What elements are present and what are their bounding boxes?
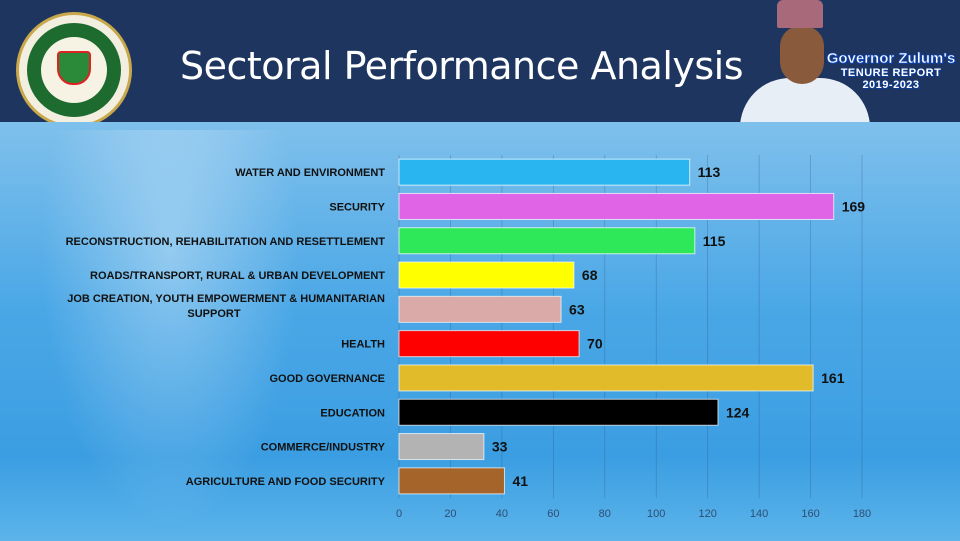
x-tick-label: 180 [853, 508, 871, 520]
data-label: 169 [842, 198, 866, 214]
x-tick-label: 100 [647, 508, 665, 520]
governor-portrait [735, 0, 875, 122]
category-label: AGRICULTURE AND FOOD SECURITY [186, 476, 386, 488]
category-label: RECONSTRUCTION, REHABILITATION AND RESET… [66, 236, 386, 248]
category-label: SECURITY [329, 201, 385, 213]
tenure-report-badge: Governor Zulum's TENURE REPORT 2019-2023 [826, 50, 956, 91]
x-tick-label: 40 [496, 508, 508, 520]
report-line1: Governor Zulum's [826, 50, 956, 68]
category-label: SUPPORT [187, 308, 240, 320]
data-label: 63 [569, 301, 585, 317]
category-label: JOB CREATION, YOUTH EMPOWERMENT & HUMANI… [67, 293, 385, 305]
data-label: 70 [587, 336, 603, 352]
report-line2: TENURE REPORT [840, 67, 942, 79]
data-label: 33 [492, 439, 508, 455]
category-label: EDUCATION [320, 407, 385, 419]
x-tick-label: 160 [801, 508, 819, 520]
bar [398, 192, 835, 220]
borno-state-seal-logo [16, 12, 132, 128]
category-label: GOOD GOVERNANCE [269, 373, 385, 385]
background-portrait-watermark [40, 130, 300, 530]
x-tick-label: 80 [599, 508, 611, 520]
data-label: 124 [726, 404, 750, 420]
x-tick-label: 120 [698, 508, 716, 520]
bar [398, 330, 580, 358]
bar [398, 364, 814, 392]
x-tick-label: 140 [750, 508, 768, 520]
page-title: Sectoral Performance Analysis [180, 44, 744, 88]
x-tick-label: 0 [396, 508, 402, 520]
data-label: 161 [821, 370, 845, 386]
bar [398, 467, 505, 495]
bar [398, 433, 485, 461]
category-label: HEALTH [341, 339, 385, 351]
data-label: 41 [512, 473, 528, 489]
bar [398, 158, 691, 186]
data-label: 113 [698, 164, 721, 180]
x-tick-label: 20 [444, 508, 456, 520]
bar [398, 398, 719, 426]
category-label: WATER AND ENVIRONMENT [235, 167, 385, 179]
bar [398, 295, 562, 323]
report-line3: 2019-2023 [862, 79, 920, 91]
category-label: ROADS/TRANSPORT, RURAL & URBAN DEVELOPME… [90, 270, 385, 282]
bar [398, 261, 575, 289]
x-tick-label: 60 [547, 508, 559, 520]
data-label: 68 [582, 267, 598, 283]
category-label: COMMERCE/INDUSTRY [261, 442, 386, 454]
bar [398, 227, 696, 255]
data-label: 115 [703, 233, 726, 249]
